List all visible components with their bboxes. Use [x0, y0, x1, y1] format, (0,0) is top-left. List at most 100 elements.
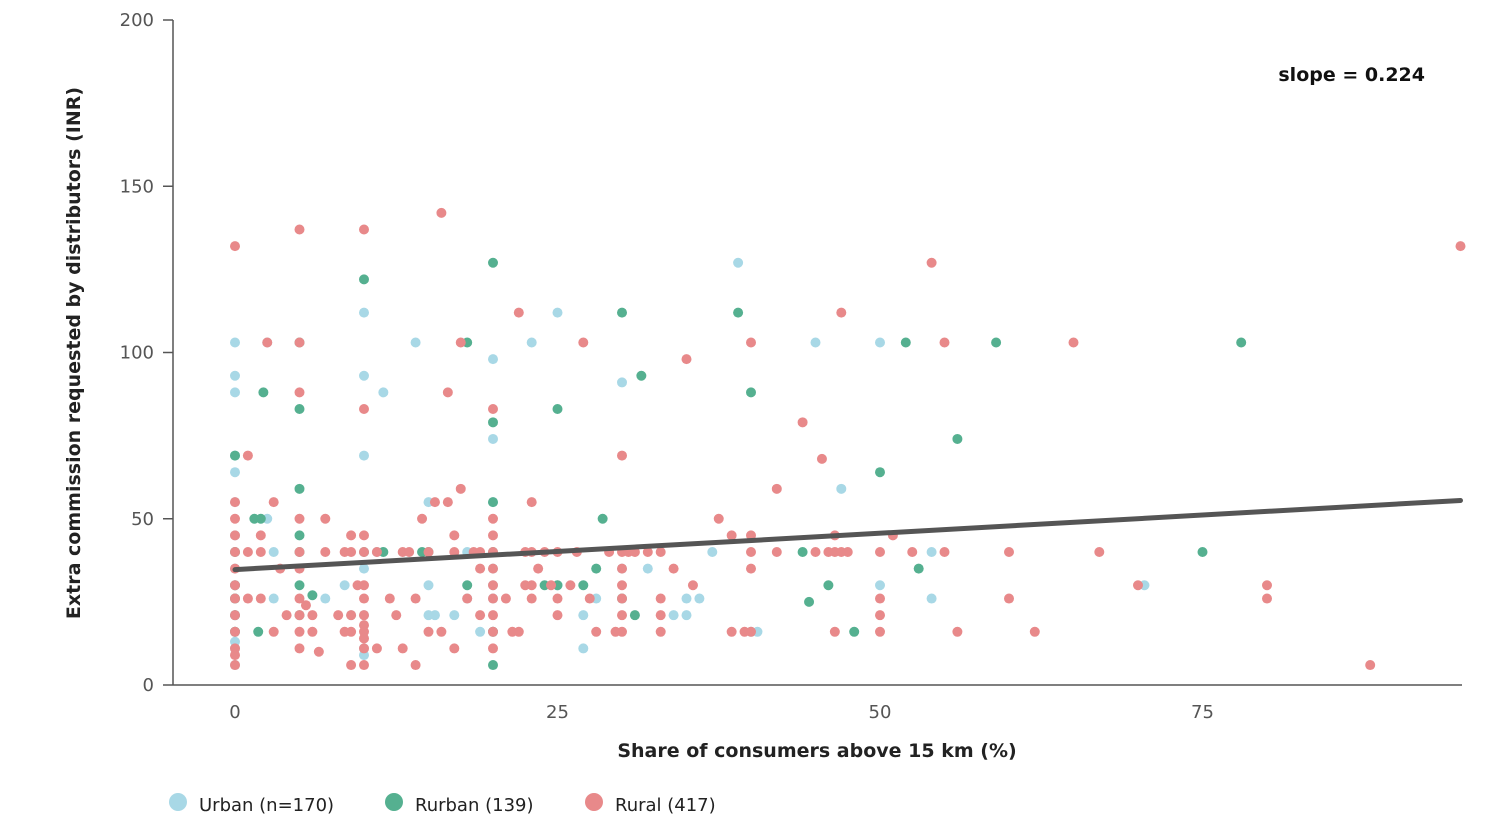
data-point	[462, 580, 473, 591]
data-point	[294, 387, 305, 398]
data-point	[488, 497, 498, 508]
data-point	[552, 610, 563, 621]
data-point	[359, 610, 369, 621]
data-point	[359, 404, 369, 415]
data-point	[359, 530, 369, 541]
data-point	[681, 610, 692, 621]
data-point	[617, 377, 627, 388]
data-point	[242, 450, 253, 461]
data-point	[733, 307, 744, 318]
y-tick-label: 0	[143, 675, 154, 696]
data-point	[294, 626, 305, 637]
data-point	[533, 563, 544, 574]
data-point	[952, 626, 963, 637]
data-point	[230, 337, 240, 348]
data-point	[939, 547, 950, 557]
x-tick-label: 25	[546, 702, 569, 723]
data-point	[449, 643, 460, 654]
data-point	[475, 610, 486, 621]
data-point	[346, 530, 357, 541]
legend: Urban (n=170) Rurban (139) Rural (417)	[169, 793, 716, 816]
data-point	[1004, 593, 1014, 604]
data-point	[359, 450, 369, 461]
y-tick-label: 50	[131, 509, 154, 530]
y-tick-label: 100	[120, 343, 154, 364]
data-point	[230, 580, 240, 591]
series-1	[230, 257, 1247, 671]
data-point	[926, 257, 937, 268]
data-point	[849, 626, 860, 637]
data-point	[617, 610, 627, 621]
data-point	[488, 580, 498, 591]
data-point	[926, 593, 937, 604]
data-point	[359, 274, 369, 285]
data-point	[1068, 337, 1079, 348]
data-point	[617, 563, 627, 574]
data-point	[578, 610, 589, 621]
data-point	[655, 626, 666, 637]
data-point	[475, 563, 486, 574]
data-point	[1133, 580, 1143, 591]
data-point	[359, 593, 369, 604]
data-point	[836, 483, 847, 494]
data-point	[346, 547, 357, 557]
data-point	[359, 660, 369, 671]
data-point	[359, 224, 369, 235]
data-point	[359, 547, 369, 557]
data-point	[1455, 241, 1466, 252]
data-point	[746, 626, 756, 637]
data-point	[694, 593, 705, 604]
data-point	[359, 633, 369, 644]
data-point	[707, 547, 718, 557]
data-point	[488, 626, 498, 637]
data-point	[294, 483, 305, 494]
data-point	[346, 626, 357, 637]
data-point	[429, 610, 440, 621]
data-point	[230, 626, 240, 637]
data-point	[655, 593, 666, 604]
data-point	[320, 547, 331, 557]
data-point	[339, 580, 350, 591]
data-point	[436, 207, 447, 218]
data-point	[253, 626, 264, 637]
data-point	[900, 337, 911, 348]
data-point	[268, 497, 279, 508]
data-point	[591, 563, 602, 574]
data-point	[320, 593, 331, 604]
data-point	[255, 593, 266, 604]
data-point	[410, 660, 421, 671]
data-point	[810, 337, 821, 348]
data-point	[258, 387, 269, 398]
data-point	[384, 593, 395, 604]
data-point	[1236, 337, 1247, 348]
data-point	[268, 626, 279, 637]
data-point	[475, 626, 486, 637]
data-point	[397, 643, 408, 654]
data-point	[230, 530, 240, 541]
data-point	[488, 417, 498, 428]
data-point	[378, 387, 389, 398]
y-tick-label: 150	[120, 176, 154, 197]
data-point	[294, 404, 305, 415]
data-point	[842, 547, 853, 557]
data-point	[230, 650, 240, 661]
data-point	[1365, 660, 1376, 671]
legend-item: Urban (n=170)	[169, 793, 334, 816]
data-point	[526, 337, 537, 348]
data-point	[642, 563, 653, 574]
data-point	[771, 483, 782, 494]
data-point	[552, 404, 563, 415]
data-point	[642, 547, 653, 557]
data-point	[488, 563, 498, 574]
data-point	[875, 580, 885, 591]
data-point	[333, 610, 344, 621]
data-point	[359, 370, 369, 381]
data-point	[423, 626, 434, 637]
data-point	[713, 513, 724, 524]
legend-item: Rurban (139)	[385, 793, 534, 816]
x-tick-label: 50	[869, 702, 892, 723]
data-point	[255, 530, 266, 541]
data-point	[816, 453, 827, 464]
data-point	[726, 530, 737, 541]
data-point	[578, 643, 589, 654]
